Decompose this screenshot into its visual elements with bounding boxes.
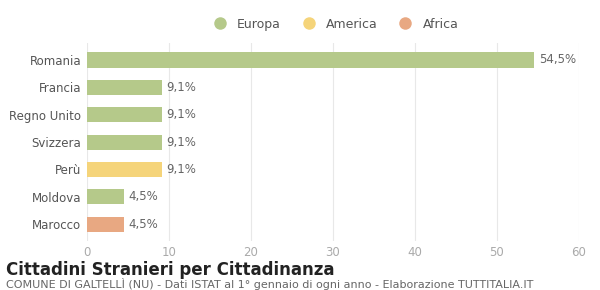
Bar: [87, 80, 161, 95]
Bar: [87, 162, 161, 177]
Bar: [87, 107, 161, 122]
Text: 4,5%: 4,5%: [129, 218, 158, 231]
Text: 9,1%: 9,1%: [167, 108, 196, 121]
Text: 4,5%: 4,5%: [129, 190, 158, 203]
Text: 9,1%: 9,1%: [167, 136, 196, 148]
Bar: [87, 135, 161, 150]
Legend: Europa, America, Africa: Europa, America, Africa: [205, 15, 461, 33]
Bar: [87, 189, 124, 204]
Text: Cittadini Stranieri per Cittadinanza: Cittadini Stranieri per Cittadinanza: [6, 261, 335, 279]
Bar: [87, 217, 124, 232]
Bar: [87, 52, 534, 68]
Text: 54,5%: 54,5%: [539, 53, 576, 66]
Text: 9,1%: 9,1%: [167, 81, 196, 94]
Text: COMUNE DI GALTELLÌ (NU) - Dati ISTAT al 1° gennaio di ogni anno - Elaborazione T: COMUNE DI GALTELLÌ (NU) - Dati ISTAT al …: [6, 278, 533, 290]
Text: 9,1%: 9,1%: [167, 163, 196, 176]
